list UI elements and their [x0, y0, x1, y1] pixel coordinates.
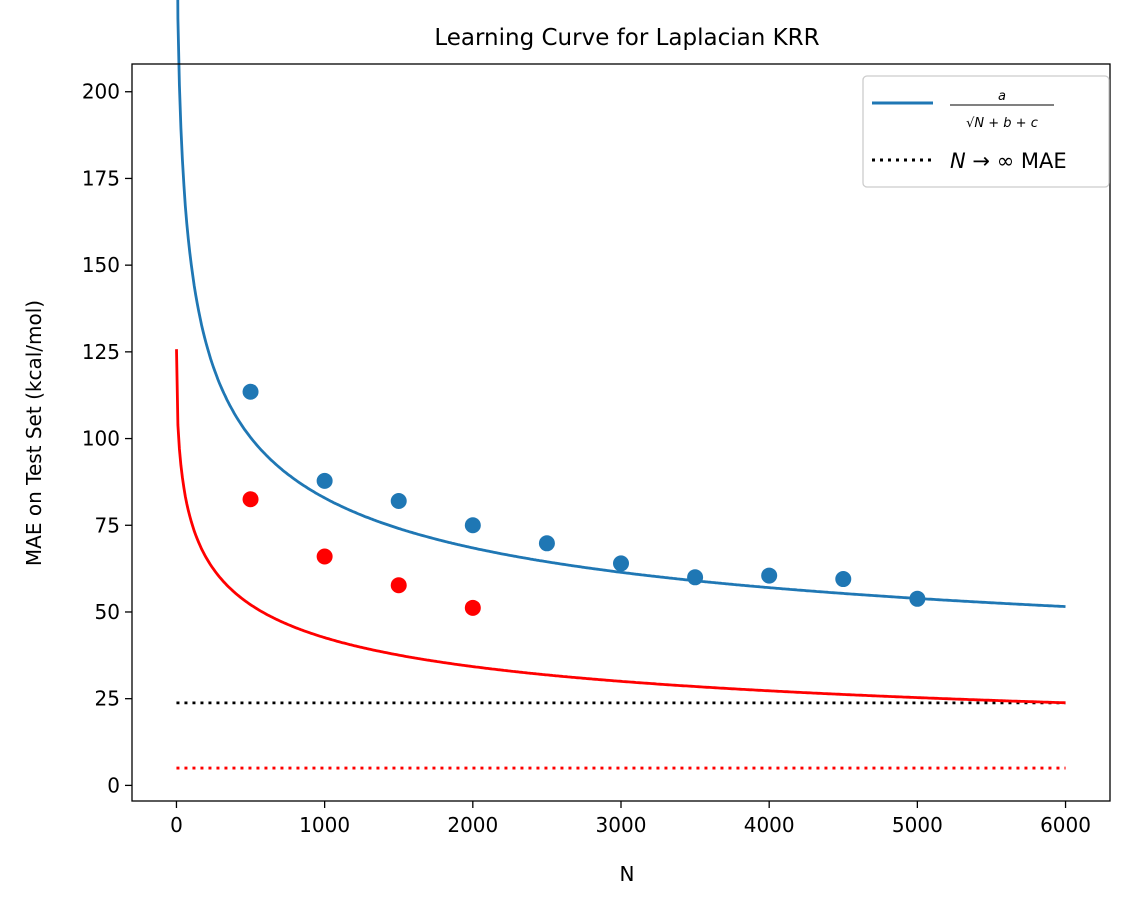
data-point-0: [687, 569, 704, 586]
chart-title: Learning Curve for Laplacian KRR: [434, 25, 819, 51]
y-tick-label: 50: [95, 600, 120, 624]
x-axis: 0 1000 2000 3000 4000 5000 6000: [170, 801, 1091, 837]
legend-asymptote-label: N → ∞ MAE: [950, 149, 1067, 173]
fit-curve-1: [175, 349, 1066, 705]
series-layer: [175, 0, 1066, 770]
x-tick-label: 3000: [596, 813, 647, 837]
y-tick-label: 150: [82, 253, 120, 277]
data-point-0: [390, 492, 407, 509]
y-tick-label: 125: [82, 340, 120, 364]
data-point-0: [613, 555, 629, 572]
x-tick-label: 2000: [447, 813, 498, 837]
x-tick-label: 6000: [1040, 813, 1091, 837]
data-point-0: [316, 472, 333, 489]
x-axis-label: N: [620, 862, 635, 886]
data-point-1: [242, 491, 259, 508]
x-tick-label: 0: [170, 813, 183, 837]
legend-asymptote-text: MAE: [1014, 149, 1066, 173]
legend-fit-denominator: √N + b + c: [966, 116, 1038, 131]
y-tick-label: 200: [82, 80, 120, 104]
data-point-1: [464, 599, 481, 616]
data-point-0: [538, 535, 555, 552]
data-point-0: [909, 590, 926, 607]
y-tick-label: 100: [82, 427, 120, 451]
x-tick-label: 4000: [744, 813, 795, 837]
y-axis: 0 25 50 75 100 125 150 175 200: [82, 80, 132, 797]
data-point-0: [835, 571, 852, 588]
y-axis-label: MAE on Test Set (kcal/mol): [22, 300, 46, 566]
legend-asymptote-math: N → ∞: [950, 149, 1014, 173]
legend-fit-numerator: a: [998, 89, 1006, 104]
plot-area: 0 1000 2000 3000 4000 5000 6000 0 25 50 75 100 125 1…: [82, 0, 1111, 837]
data-point-0: [761, 567, 778, 584]
y-tick-label: 25: [95, 687, 120, 711]
y-tick-label: 175: [82, 166, 120, 190]
data-point-1: [390, 577, 407, 594]
y-tick-label: 75: [95, 513, 120, 537]
legend: a √N + b + c N → ∞ MAE: [862, 75, 1110, 188]
data-point-0: [242, 383, 259, 400]
x-tick-label: 5000: [892, 813, 943, 837]
x-tick-label: 1000: [299, 813, 350, 837]
y-tick-label: 0: [107, 773, 120, 797]
data-point-1: [316, 548, 333, 565]
data-point-0: [464, 517, 481, 534]
